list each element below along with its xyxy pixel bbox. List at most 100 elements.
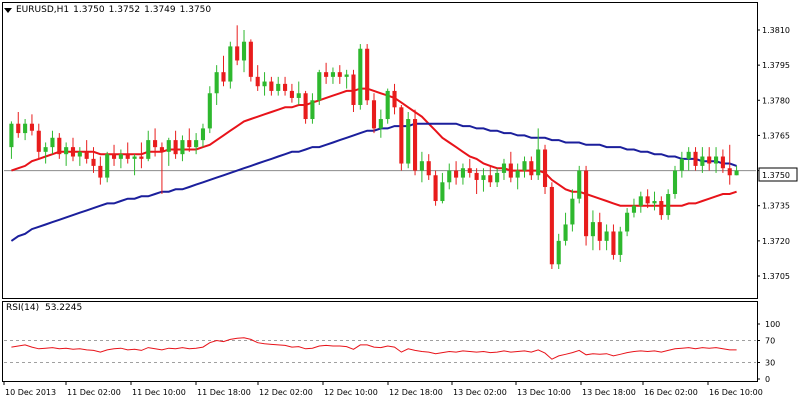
ohlc-open: 1.3750	[73, 5, 105, 15]
candle	[29, 114, 34, 136]
candle	[269, 76, 274, 96]
candle	[631, 198, 637, 218]
candle	[221, 55, 226, 87]
candle-body	[16, 123, 21, 134]
candle-body	[495, 172, 500, 183]
candle	[283, 76, 288, 96]
candle-body	[385, 90, 390, 120]
candle-body	[50, 137, 55, 148]
candle-body	[700, 156, 705, 166]
candle-body	[597, 222, 602, 241]
candle-body	[173, 140, 178, 155]
time-tick-label: 13 Dec 02:00	[453, 388, 507, 397]
candle-body	[474, 172, 479, 180]
rsi-value: 53.2245	[44, 303, 83, 313]
candle-body	[371, 100, 377, 129]
candle	[365, 44, 370, 105]
time-tick-label: 13 Dec 10:00	[517, 388, 571, 397]
ohlc-low: 1.3749	[144, 5, 176, 15]
price-tick-label: 1.3735	[762, 202, 790, 211]
candle-body	[228, 46, 233, 82]
candle	[241, 30, 247, 73]
candle	[262, 72, 267, 96]
candle-body	[296, 93, 301, 98]
candle-body	[269, 81, 274, 91]
rsi-tick-label: 0	[765, 375, 770, 384]
candle	[330, 67, 336, 84]
candle-body	[536, 149, 541, 176]
candle	[652, 191, 657, 211]
candle	[556, 233, 561, 269]
candle	[77, 147, 82, 166]
candle-body	[187, 140, 192, 148]
candle-body	[392, 90, 397, 108]
candle	[618, 226, 623, 262]
ohlc-high: 1.3752	[108, 5, 141, 15]
candle	[426, 154, 431, 180]
candle	[317, 69, 322, 105]
candle-body	[570, 198, 575, 225]
price-badge: 1.3750	[762, 171, 790, 180]
candle-body	[563, 224, 568, 241]
candle-body	[659, 201, 664, 216]
candle	[727, 144, 732, 185]
candle-body	[91, 158, 96, 166]
candle	[50, 130, 55, 155]
candle	[645, 189, 650, 209]
candle-body	[283, 83, 288, 91]
candle-body	[344, 74, 349, 77]
candle-body	[549, 186, 554, 265]
candle	[98, 156, 103, 185]
candle	[9, 121, 14, 159]
candle	[153, 128, 158, 157]
candle-body	[262, 81, 267, 87]
candle-body	[645, 196, 650, 204]
price-tick-label: 1.3810	[762, 26, 790, 35]
rsi-tick-label: 70	[765, 337, 775, 346]
candle-body	[399, 107, 404, 164]
candle	[173, 130, 178, 159]
candle	[433, 170, 438, 206]
candle-body	[146, 140, 151, 159]
candle-body	[672, 170, 678, 194]
candle	[399, 104, 404, 171]
candle-body	[310, 100, 315, 120]
candle-body	[241, 41, 247, 61]
triangle-down-icon[interactable]	[4, 7, 12, 13]
ma-fast-line	[11, 87, 737, 207]
candle-body	[666, 194, 671, 216]
ohlc-close: 1.3750	[179, 5, 212, 15]
candle-body	[412, 119, 418, 171]
candle	[529, 156, 534, 180]
candle	[481, 168, 486, 192]
candle	[214, 65, 219, 105]
candle	[488, 165, 493, 187]
time-tick-label: 12 Dec 02:00	[259, 388, 313, 397]
candle	[597, 212, 602, 251]
candle-body	[447, 170, 452, 183]
candle-body	[337, 72, 342, 77]
candle	[23, 119, 28, 141]
rsi-tick-label: 100	[765, 320, 780, 329]
price-tick-label: 1.3720	[762, 237, 790, 246]
candle-body	[734, 170, 739, 176]
candle-body	[556, 240, 561, 265]
candle-body	[679, 158, 684, 171]
candle-body	[255, 76, 260, 87]
candle	[70, 137, 76, 162]
candle	[166, 137, 171, 166]
candle-body	[132, 156, 137, 159]
candle	[337, 65, 342, 84]
rsi-level-lines	[4, 340, 756, 363]
candle-body	[221, 72, 226, 82]
candle	[207, 86, 212, 134]
candle	[385, 88, 390, 124]
candle	[590, 210, 595, 251]
candle-body	[625, 212, 630, 232]
candle	[419, 151, 424, 183]
candle	[679, 151, 684, 178]
candle-body	[98, 165, 103, 178]
candle-body	[351, 74, 356, 105]
candle	[625, 208, 630, 237]
